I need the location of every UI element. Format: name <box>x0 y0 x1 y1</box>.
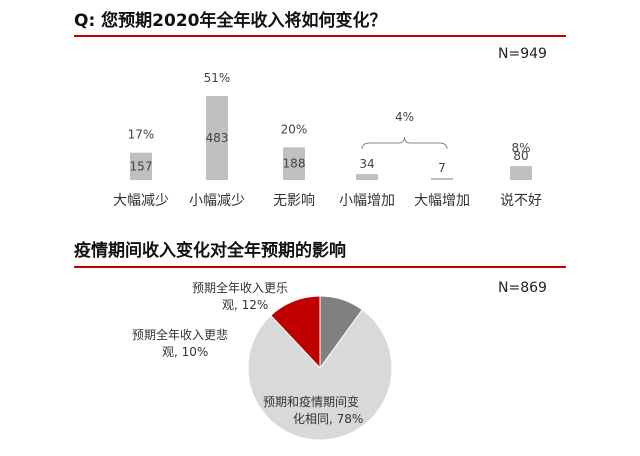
category-label-3: 小幅增加 <box>339 193 395 209</box>
bar-value-label-2: 188 <box>283 157 306 171</box>
pie-slice-2 <box>247 309 393 441</box>
chart2-title-rule <box>74 266 566 268</box>
group-percent-label: 4% <box>395 110 414 124</box>
bar-value-label-1: 483 <box>206 131 229 145</box>
chart1-n-label: N=949 <box>498 46 547 62</box>
bar-4 <box>431 178 453 180</box>
bar-percent-label-5: 8% <box>511 141 530 155</box>
category-label-2: 无影响 <box>273 193 315 209</box>
pie-label-2-line-0: 预期和疫情期间变 <box>263 394 359 409</box>
bar-0 <box>130 152 152 180</box>
chart1-title-rule <box>74 35 566 37</box>
category-label-5: 说不好 <box>500 193 542 209</box>
bar-1 <box>206 96 228 180</box>
pie-label-1-line-0: 预期全年收入更悲 <box>132 327 228 342</box>
bar-3 <box>356 174 378 180</box>
category-label-0: 大幅减少 <box>113 193 169 209</box>
pie-label-0-line-0: 预期全年收入更乐 <box>192 280 288 295</box>
bar-5 <box>510 166 532 180</box>
category-label-4: 大幅增加 <box>414 193 470 209</box>
bar-percent-label-1: 51% <box>204 71 231 85</box>
bar-value-label-3: 34 <box>359 157 374 171</box>
pie-label-0-line-1: 观, 12% <box>222 298 268 312</box>
chart2-title: 疫情期间收入变化对全年预期的影响 <box>74 241 346 261</box>
bar-2 <box>283 147 305 180</box>
category-label-1: 小幅减少 <box>189 193 245 209</box>
bar-value-label-4: 7 <box>438 161 446 175</box>
bar-value-label-5: 80 <box>513 149 528 163</box>
group-bracket <box>361 136 448 150</box>
pie-label-1-line-1: 观, 10% <box>162 345 208 359</box>
pie-label-2-line-1: 化相同, 78% <box>293 412 363 426</box>
bar-value-label-0: 157 <box>130 159 153 173</box>
chart2-n-label: N=869 <box>498 280 547 296</box>
bar-percent-label-2: 20% <box>281 122 308 136</box>
bar-percent-label-0: 17% <box>128 128 155 142</box>
chart1-title: Q: 您预期2020年全年收入将如何变化？ <box>74 11 387 31</box>
